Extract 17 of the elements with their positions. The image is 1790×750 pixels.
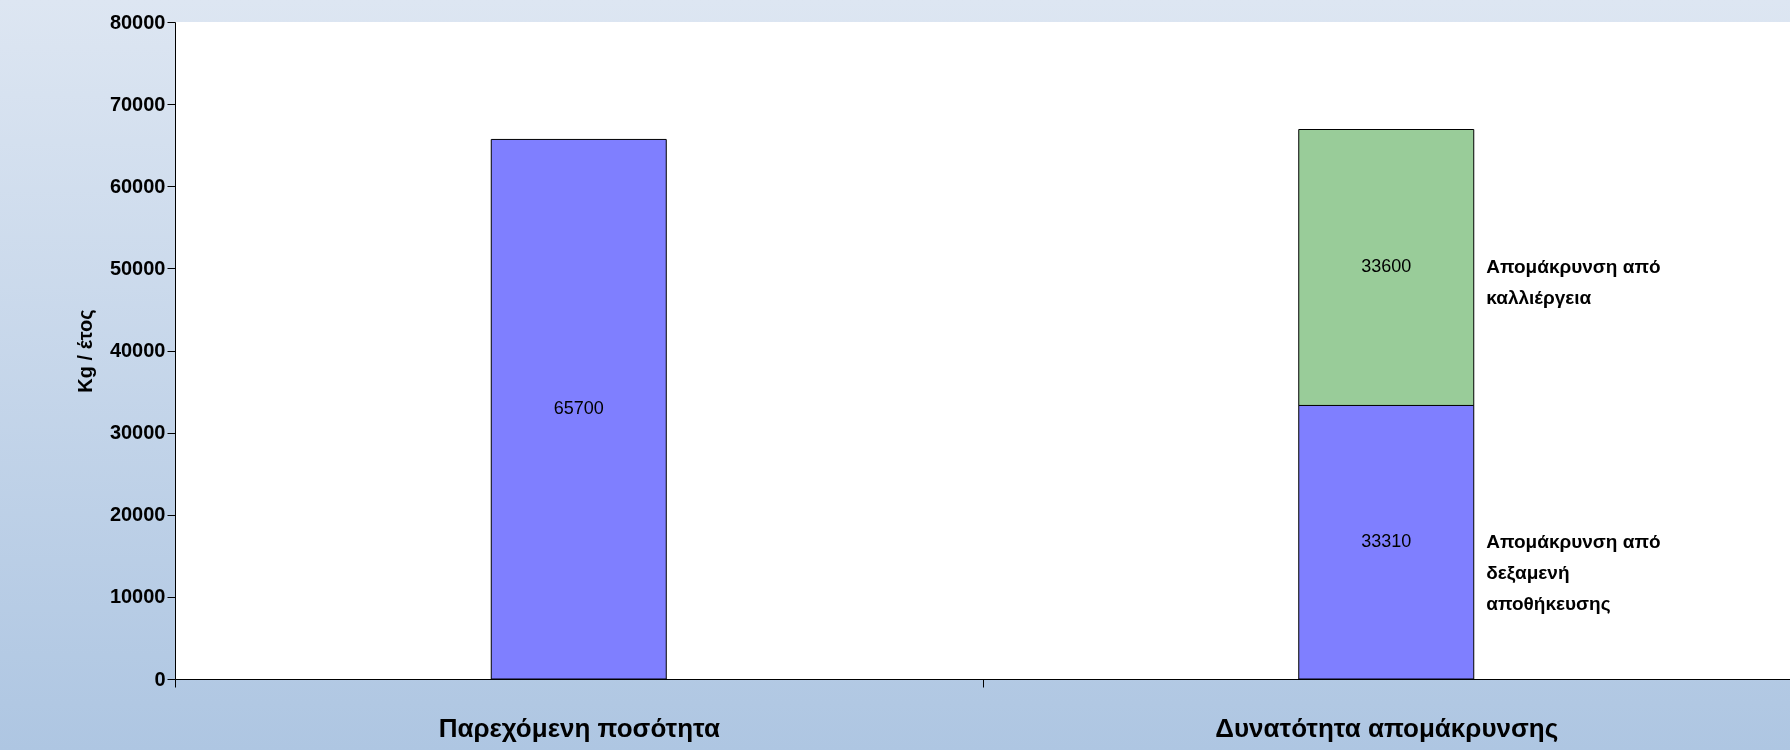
series-label: Απομάκρυνση από δεξαμενή αποθήκευσης xyxy=(1486,531,1661,615)
y-tick-label: 80000 xyxy=(109,10,166,33)
y-tick-label: 60000 xyxy=(109,174,166,197)
y-tick-label: 10000 xyxy=(109,585,166,608)
y-tick-label: 20000 xyxy=(109,503,166,526)
y-tick-label: 0 xyxy=(154,667,166,690)
data-label: 33310 xyxy=(1361,531,1412,552)
y-tick-label: 40000 xyxy=(109,339,166,361)
data-label: 33600 xyxy=(1361,256,1412,277)
series-label: Απομάκρυνση από καλλιέργεια xyxy=(1486,256,1661,309)
x-tick-label: Δυνατότητα απομάκρυνσης xyxy=(1215,712,1559,743)
x-tick-label: Παρεχόμενη ποσότητα xyxy=(438,712,720,743)
y-tick-label: 30000 xyxy=(109,421,166,444)
y-axis-title: Kg / έτος xyxy=(73,309,96,393)
data-label: 65700 xyxy=(553,398,604,419)
y-tick-label: 70000 xyxy=(109,92,166,115)
y-tick-label: 50000 xyxy=(109,256,166,279)
